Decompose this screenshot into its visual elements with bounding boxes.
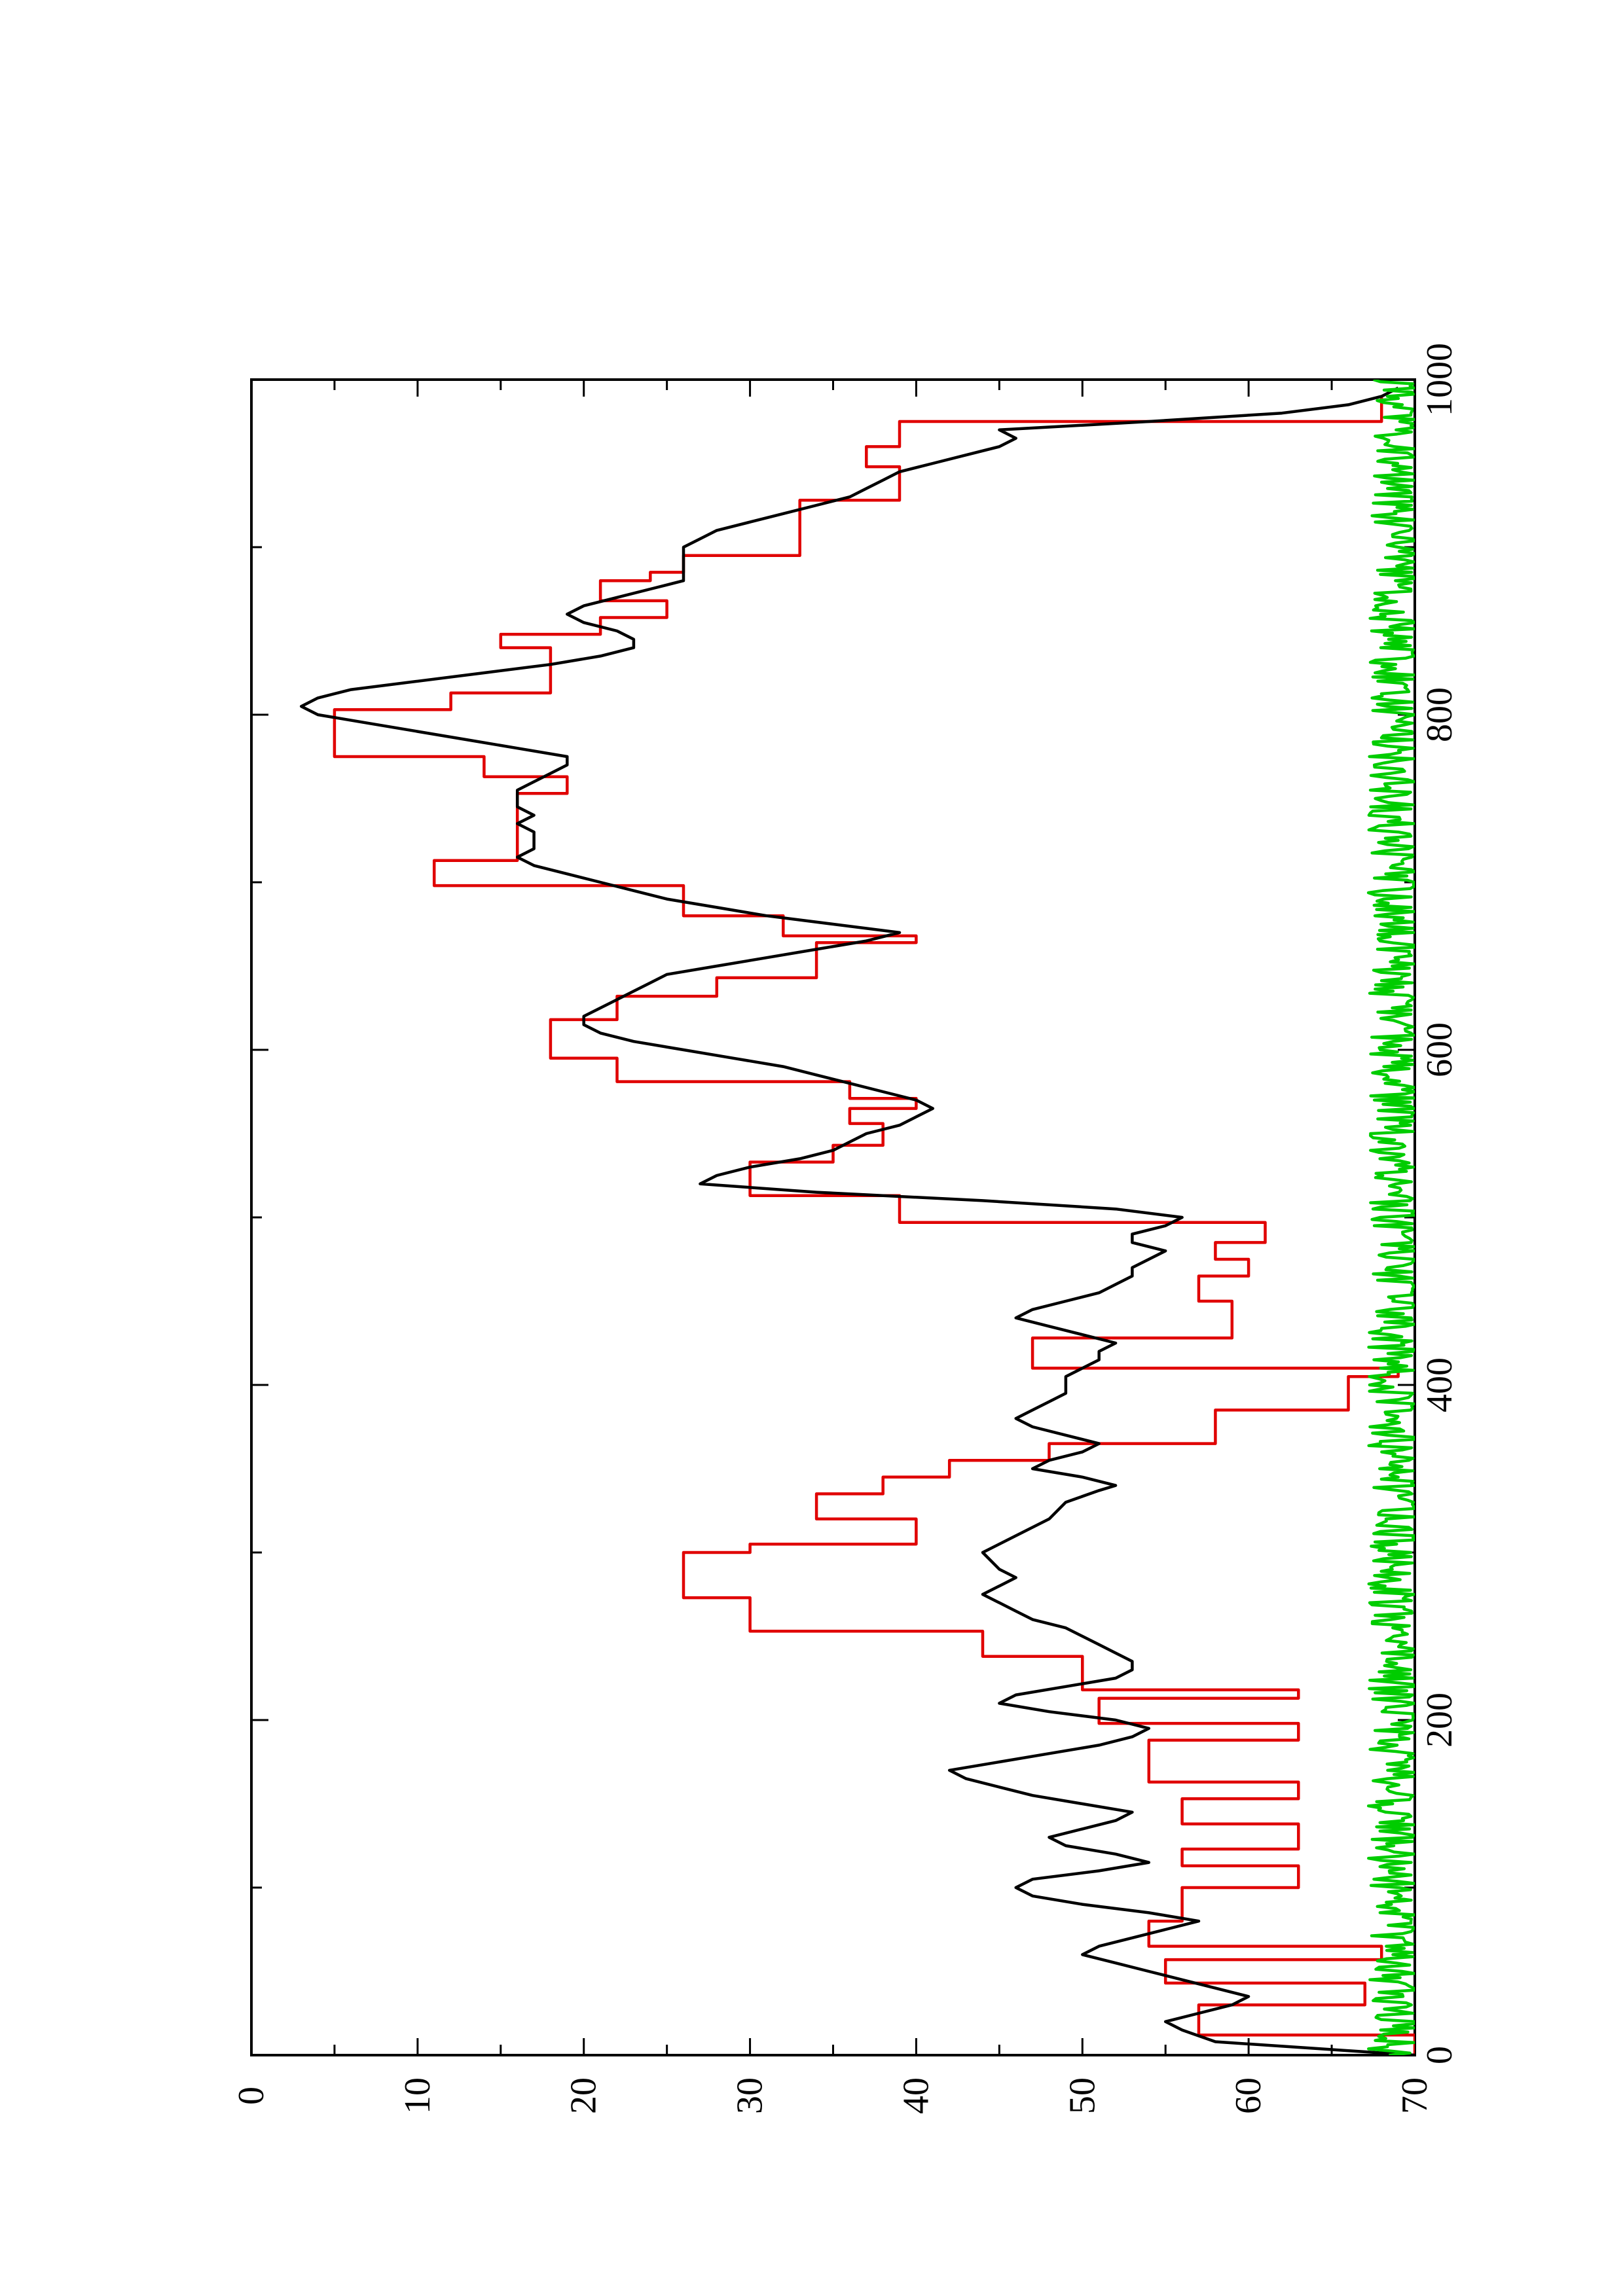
series-line-2 <box>299 386 1415 2055</box>
series-line-3 <box>1366 380 1415 2055</box>
x-tick-label: 200 <box>1419 1693 1460 1748</box>
y-tick-label: 40 <box>896 2077 936 2114</box>
series-layer <box>299 380 1415 2055</box>
y-tick-label: 10 <box>397 2077 438 2114</box>
y-tick-label: 30 <box>730 2077 771 2114</box>
x-tick-label: 400 <box>1419 1357 1460 1412</box>
y-tick-label: 20 <box>564 2077 604 2114</box>
y-tick-label: 60 <box>1228 2077 1269 2114</box>
y-tick-label: 70 <box>1395 2077 1435 2114</box>
plot-frame <box>250 378 1416 2056</box>
rotated-plot-area <box>250 378 1416 2056</box>
series-line-1 <box>333 396 1415 2055</box>
y-tick-label: 50 <box>1062 2077 1103 2114</box>
tick-labels: 0 200 400 600 800 1000 0 10 20 30 40 50 60 70 <box>231 343 1460 2114</box>
x-tick-label: 800 <box>1419 687 1460 742</box>
y-ticks <box>250 380 1416 2055</box>
y-tick-label: 0 <box>231 2087 272 2105</box>
x-tick-label: 1000 <box>1419 343 1460 416</box>
x-tick-label: 0 <box>1419 2046 1460 2064</box>
x-tick-label: 600 <box>1419 1022 1460 1077</box>
x-ticks <box>251 378 1415 2056</box>
